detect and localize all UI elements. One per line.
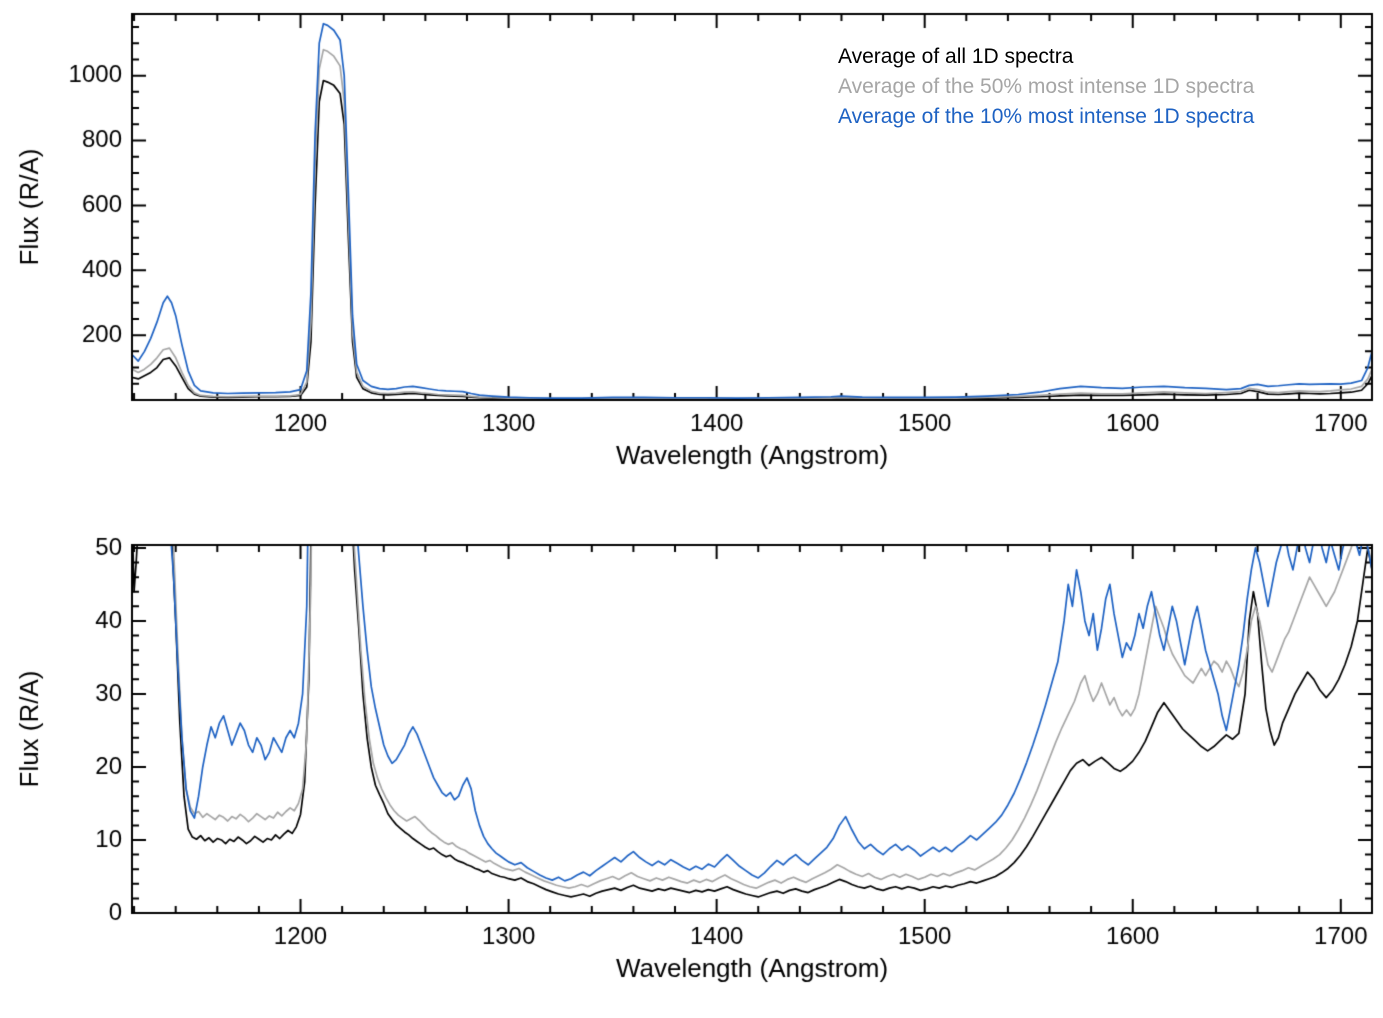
legend: Average of all 1D spectra Average of the… — [838, 42, 1254, 132]
bottom-spectrum-chart-canvas — [0, 480, 1383, 1018]
legend-entry-10pct-spectra: Average of the 10% most intense 1D spect… — [838, 105, 1255, 128]
top-spectrum-chart-canvas — [0, 0, 1383, 480]
legend-entry-all-spectra: Average of all 1D spectra — [838, 45, 1074, 68]
legend-entry-50pct-spectra: Average of the 50% most intense 1D spect… — [838, 75, 1255, 98]
top-spectrum-panel: Average of all 1D spectra Average of the… — [0, 0, 1383, 480]
bottom-spectrum-panel — [0, 480, 1383, 1018]
